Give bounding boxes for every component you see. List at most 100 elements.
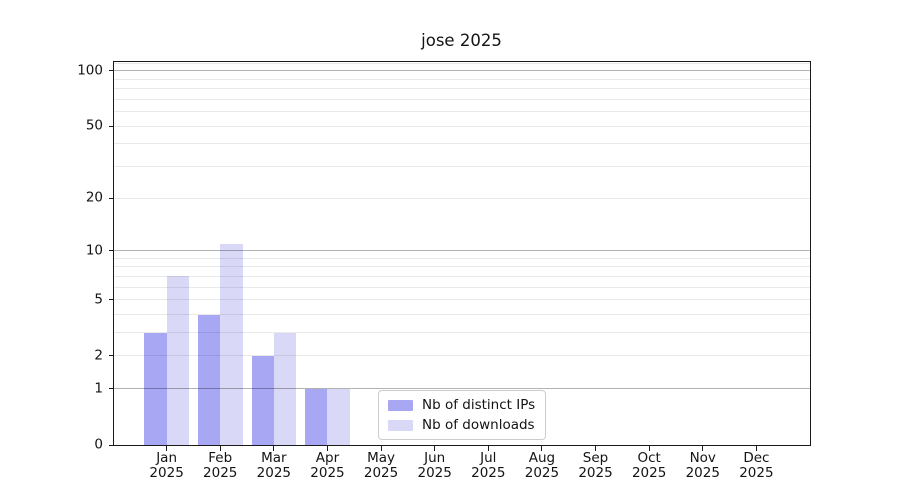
x-tick [541, 446, 543, 451]
x-tick-label-month: Dec [743, 450, 770, 466]
y-tick-label: 2 [94, 347, 103, 364]
gridline-major [113, 250, 810, 252]
legend: Nb of distinct IPs Nb of downloads [378, 390, 547, 440]
x-tick-label-year: 2025 [256, 464, 292, 481]
x-tick-label-month: Oct [637, 450, 661, 466]
gridline-minor [113, 275, 810, 277]
gridline-minor [113, 299, 810, 301]
legend-swatch-distinct-ips [388, 399, 413, 411]
bar-nb-of-downloads-apr [327, 388, 350, 445]
bar-nb-of-downloads-mar [273, 332, 297, 445]
x-tick [487, 446, 489, 451]
bar-nb-of-distinct-ips-jan [144, 332, 167, 445]
x-tick-label-year: 2025 [578, 464, 613, 481]
x-tick-label-month: Mar [261, 450, 287, 466]
y-tick-label: 10 [85, 242, 103, 259]
y-tick-label: 1 [94, 380, 103, 397]
gridline-minor [113, 314, 810, 315]
y-tick [109, 444, 113, 446]
x-tick [166, 446, 168, 451]
chart-title: jose 2025 [421, 31, 502, 50]
gridline-minor [113, 257, 810, 259]
gridline-major [113, 388, 810, 390]
gridline-minor [113, 88, 810, 90]
gridline-minor [113, 78, 810, 80]
bar-nb-of-distinct-ips-mar [251, 355, 274, 445]
x-tick-label-month: Jul [480, 450, 497, 466]
legend-label-distinct-ips: Nb of distinct IPs [422, 397, 536, 413]
y-tick-label: 5 [94, 291, 103, 308]
x-tick-label-year: 2025 [310, 464, 345, 481]
legend-swatch-downloads [388, 419, 413, 431]
x-tick-label-month: Jan [156, 450, 178, 466]
gridline-minor [113, 197, 810, 199]
x-tick [434, 446, 436, 451]
x-tick-label-month: May [367, 450, 396, 466]
y-tick [109, 355, 113, 357]
x-tick [702, 446, 704, 451]
axis-spine-top [113, 61, 811, 62]
gridline-minor [113, 355, 810, 357]
x-tick-label: Feb 2025 [193, 451, 247, 480]
x-tick-label-year: 2025 [471, 464, 506, 481]
x-tick-label: Oct 2025 [622, 451, 676, 480]
x-tick [326, 446, 328, 451]
gridline-minor [113, 111, 810, 113]
x-tick-label-year: 2025 [685, 464, 720, 481]
x-tick-label: Nov 2025 [676, 451, 730, 480]
y-tick-label: 20 [85, 189, 103, 206]
bar-nb-of-downloads-feb [220, 243, 243, 445]
x-tick-label-year: 2025 [203, 464, 238, 481]
axis-spine-bottom [113, 445, 811, 446]
gridline-minor [113, 98, 810, 100]
y-tick [109, 197, 113, 199]
x-tick [219, 446, 221, 451]
gridline-minor [113, 332, 810, 334]
legend-item-downloads: Nb of downloads [388, 417, 535, 433]
axis-spine-right [810, 61, 811, 445]
x-tick-label: Dec 2025 [729, 451, 783, 480]
y-tick [109, 299, 113, 301]
gridline-major [113, 70, 810, 72]
x-tick-label-month: Feb [208, 450, 233, 466]
x-tick-label-year: 2025 [417, 464, 452, 481]
x-tick-label: May 2025 [354, 451, 408, 480]
legend-label-downloads: Nb of downloads [422, 417, 535, 433]
gridline-minor [113, 166, 810, 168]
y-tick-label: 0 [94, 436, 103, 453]
y-tick [109, 125, 113, 127]
bar-nb-of-distinct-ips-apr [305, 388, 328, 445]
bar-nb-of-distinct-ips-feb [197, 314, 221, 445]
x-tick-label-year: 2025 [631, 464, 667, 481]
legend-item-distinct-ips: Nb of distinct IPs [388, 397, 535, 413]
x-tick-label: Sep 2025 [569, 451, 623, 480]
y-tick [109, 250, 113, 252]
x-tick-label-month: Nov [689, 450, 716, 466]
x-tick [273, 446, 275, 451]
x-tick-label-year: 2025 [149, 464, 184, 481]
x-tick [648, 446, 650, 451]
x-tick-label: Apr 2025 [300, 451, 354, 480]
gridline-minor [113, 125, 810, 127]
x-tick-label: Jul 2025 [461, 451, 515, 480]
y-tick-label: 100 [77, 62, 103, 79]
y-tick [109, 70, 113, 72]
y-tick-label: 50 [85, 117, 103, 134]
x-tick [380, 446, 382, 451]
x-tick-label-year: 2025 [363, 464, 399, 481]
x-tick-label: Jan 2025 [140, 451, 194, 480]
x-tick-label-month: Jun [424, 450, 446, 466]
x-tick [755, 446, 757, 451]
x-tick-label-year: 2025 [739, 464, 774, 481]
gridline-minor [113, 63, 810, 65]
x-tick-label-year: 2025 [524, 464, 560, 481]
x-tick-label: Mar 2025 [247, 451, 301, 480]
x-tick-label-month: Sep [582, 450, 609, 466]
x-tick-label-month: Apr [315, 450, 340, 466]
x-tick-label: Aug 2025 [515, 451, 569, 480]
gridline-minor [113, 266, 810, 268]
x-tick [595, 446, 597, 451]
